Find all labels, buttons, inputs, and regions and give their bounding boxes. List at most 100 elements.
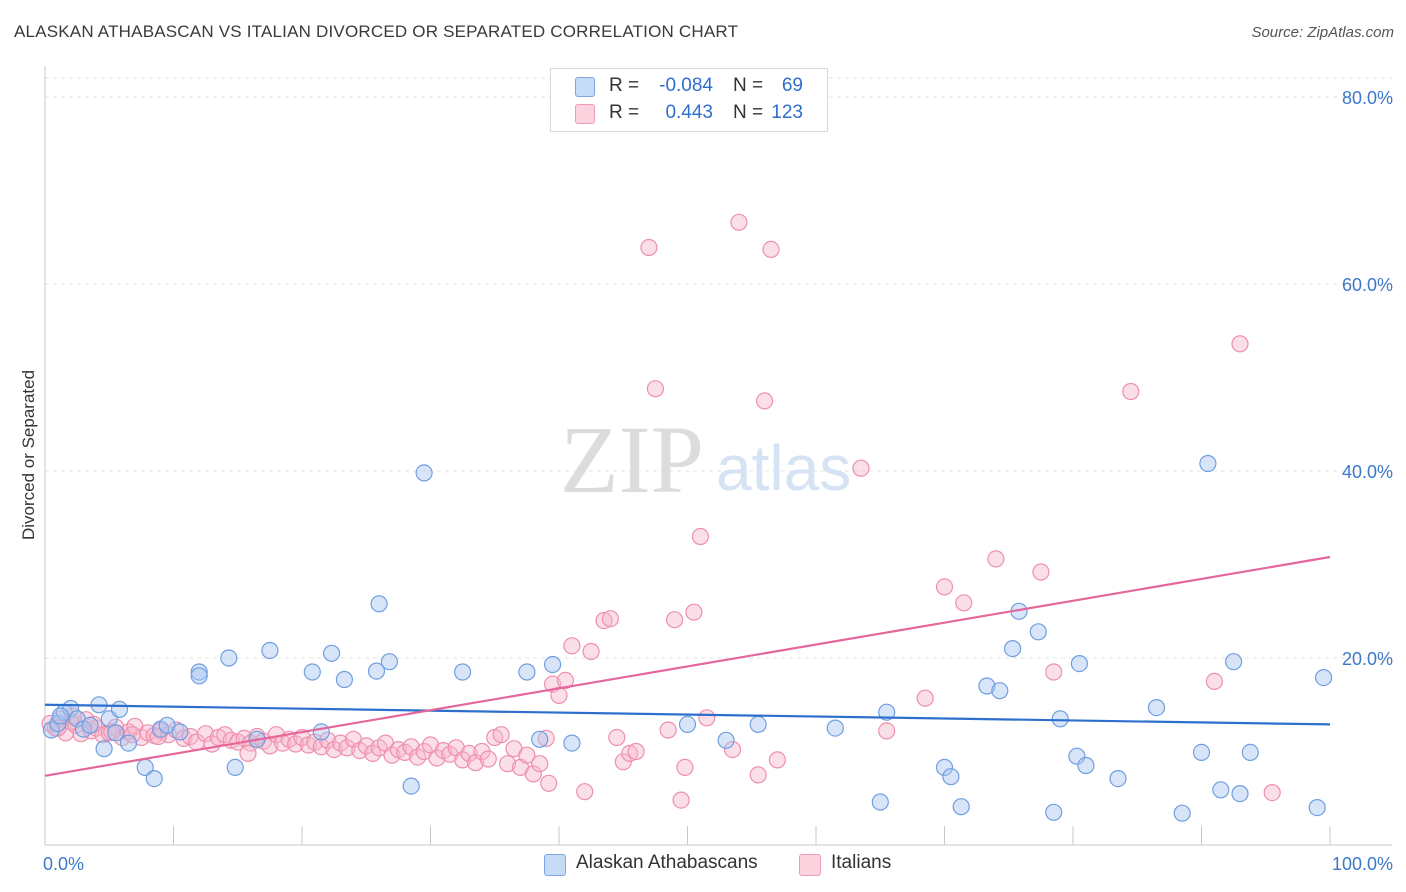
italian-point [768,751,787,769]
legend-swatch-athabascan [575,77,595,97]
italian-point [621,744,639,763]
athabascan-point [531,730,549,748]
legend-r-value: 0.443 [665,102,713,123]
series-legend: Alaskan Athabascans Italians [0,852,1406,878]
watermark-zip: ZIP [560,406,704,513]
legend-swatch-italian [799,854,821,876]
athabascan-trend-line [44,703,1331,726]
athabascan-point [1192,743,1211,762]
italian-point [878,722,896,740]
athabascan-point [312,723,330,741]
athabascan-point [1051,710,1069,728]
italian-point [730,213,748,231]
legend-label-athabascan: Alaskan Athabascans [576,852,758,873]
athabascan-point [563,734,581,752]
italian-point [582,642,600,661]
athabascan-point [749,715,767,734]
athabascan-point [370,595,388,613]
athabascan-point [415,464,433,482]
italian-point [1122,382,1140,401]
athabascan-point [1241,743,1259,762]
y-tick-label: 20.0% [1342,649,1393,669]
athabascan-point [952,798,970,816]
chart-title: ALASKAN ATHABASCAN VS ITALIAN DIVORCED O… [14,22,739,41]
athabascan-point [717,731,735,749]
athabascan-point [1068,747,1086,765]
x-tick-label: 100.0% [1332,854,1393,874]
italian-point [1263,783,1281,802]
legend-r-label: R = [609,75,640,96]
italian-point [460,744,478,763]
athabascan-point [190,667,208,685]
italian-point [338,739,356,757]
athabascan-point [81,716,99,734]
legend-n-label: N = [733,75,764,96]
italian-point [676,758,694,777]
italian-point [955,594,973,612]
athabascan-point [1070,654,1089,673]
athabascan-point [1199,454,1217,473]
athabascan-point [303,663,321,681]
athabascan-point [543,655,562,674]
italian-point [563,637,581,655]
watermark-atlas: atlas [716,432,851,504]
y-tick-label: 80.0% [1342,88,1393,108]
gridlines [45,77,1392,659]
y-tick-label: 60.0% [1342,275,1393,295]
legend-swatch-italian [575,104,595,124]
italian-point [540,774,558,792]
athabascan-point [826,719,844,737]
athabascan-point [95,740,113,758]
trend-lines [44,555,1331,777]
athabascan-point [171,723,189,741]
legend-swatch-athabascan [544,854,566,876]
watermark: ZIP atlas [560,406,851,513]
italian-point [672,791,690,809]
athabascan-point [323,644,341,662]
italian-point [197,725,215,743]
athabascan-point [1029,623,1047,641]
athabascan-point [935,758,954,777]
legend-n-value: 123 [771,102,803,123]
italian-point [123,726,141,744]
italian-point [640,238,658,257]
italian-point [556,671,575,690]
legend-row-athabascan: R = -0.084 N = 69 [551,75,827,99]
italian-point [454,751,472,769]
athabascan-point [942,768,960,786]
italian-point [1205,672,1224,691]
italian-trend-line [44,555,1331,777]
athabascan-point [454,663,472,681]
legend-label-italian: Italians [831,852,892,873]
italian-point [685,603,703,621]
italian-point [691,527,710,546]
italian-point [441,745,459,763]
axes [44,66,1392,846]
italian-point [239,744,257,763]
athabascan-point [226,758,244,777]
athabascan-point [1077,756,1095,775]
italian-point [916,689,934,707]
italian-point [627,742,645,761]
italian-point [287,735,305,753]
italian-point [1231,335,1249,353]
athabascan-point [1173,804,1191,822]
athabascan-point [1212,781,1230,799]
athabascan-point [1231,784,1249,803]
athabascan-point [119,734,138,752]
athabascan-point [367,662,386,680]
italian-point [531,755,549,773]
athabascan-point [220,649,238,667]
source-label: Source: ZipAtlas.com [1251,24,1394,41]
athabascan-point [1308,798,1326,817]
athabascan-point [878,703,896,721]
athabascan-point [1045,803,1063,821]
athabascan-point [978,677,996,695]
legend-n-value: 69 [781,75,803,96]
italian-point [492,726,510,744]
athabascan-point [1314,668,1333,687]
italian-point [987,550,1005,568]
athabascan-point [991,682,1009,700]
tick-labels: 20.0% 40.0% 60.0% 80.0% 0.0% 100.0% [43,88,1393,874]
